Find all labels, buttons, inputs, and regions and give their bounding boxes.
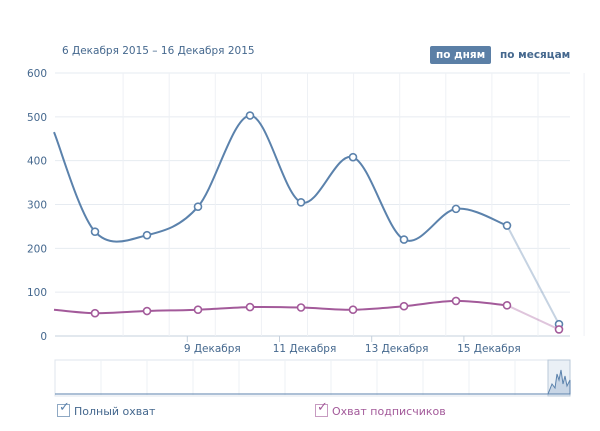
navigator bbox=[54, 359, 571, 397]
subscriber-reach-point bbox=[554, 325, 564, 334]
y-tick-label: 300 bbox=[27, 200, 47, 212]
subscriber-reach-point bbox=[399, 301, 409, 311]
legend-subscriber-reach[interactable]: ✓ Охват подписчиков bbox=[315, 400, 446, 418]
y-tick-label: 0 bbox=[40, 331, 47, 343]
subscriber-reach-checkbox[interactable]: ✓ bbox=[315, 400, 328, 417]
full-reach-point bbox=[502, 221, 512, 230]
subscriber-reach-point bbox=[142, 306, 152, 316]
checkmark-icon: ✓ bbox=[317, 400, 328, 415]
legend-subscriber-reach-label: Охват подписчиков bbox=[332, 405, 446, 418]
full-reach-point bbox=[451, 204, 461, 214]
subscriber-reach-point bbox=[451, 296, 461, 306]
full-reach-projection-line bbox=[506, 225, 560, 325]
subscriber-reach-point bbox=[193, 305, 203, 315]
tab-by-months[interactable]: по месяцам bbox=[500, 49, 571, 61]
subscriber-reach-point bbox=[90, 308, 100, 318]
x-tick-label: 13 Декабря bbox=[365, 343, 429, 355]
subscriber-reach-point bbox=[245, 302, 255, 312]
full-reach-point bbox=[348, 152, 358, 162]
checkmark-icon: ✓ bbox=[59, 400, 70, 415]
y-tick-label: 500 bbox=[27, 112, 47, 124]
y-tick-label: 200 bbox=[27, 243, 47, 255]
y-tick-label: 100 bbox=[27, 287, 47, 299]
date-range: 6 Декабря 2015 – 16 Декабря 2015 bbox=[62, 45, 255, 57]
full-reach-line bbox=[53, 114, 508, 243]
full-reach-checkbox[interactable]: ✓ bbox=[57, 400, 70, 417]
y-tick-label: 400 bbox=[27, 156, 47, 168]
full-reach-point bbox=[296, 198, 306, 207]
full-reach-point bbox=[90, 227, 100, 236]
full-reach-point bbox=[142, 230, 152, 240]
navigator-mini-series bbox=[547, 369, 571, 395]
y-tick-label: 600 bbox=[27, 68, 47, 80]
legend-full-reach-label: Полный охват bbox=[74, 405, 156, 418]
subscriber-reach-point bbox=[296, 303, 306, 312]
subscriber-reach-point bbox=[348, 305, 358, 315]
full-reach-point bbox=[399, 235, 409, 244]
subscriber-reach-line bbox=[53, 299, 508, 315]
full-reach-point bbox=[193, 202, 203, 211]
subscriber-reach-point bbox=[502, 301, 512, 310]
full-reach-point bbox=[245, 111, 255, 120]
x-tick-label: 11 Декабря bbox=[273, 343, 337, 355]
tab-by-days[interactable]: по дням bbox=[430, 46, 492, 64]
x-tick-label: 9 Декабря bbox=[184, 343, 241, 355]
legend-full-reach[interactable]: ✓ Полный охват bbox=[57, 400, 156, 418]
x-tick-label: 15 Декабря bbox=[457, 343, 521, 355]
